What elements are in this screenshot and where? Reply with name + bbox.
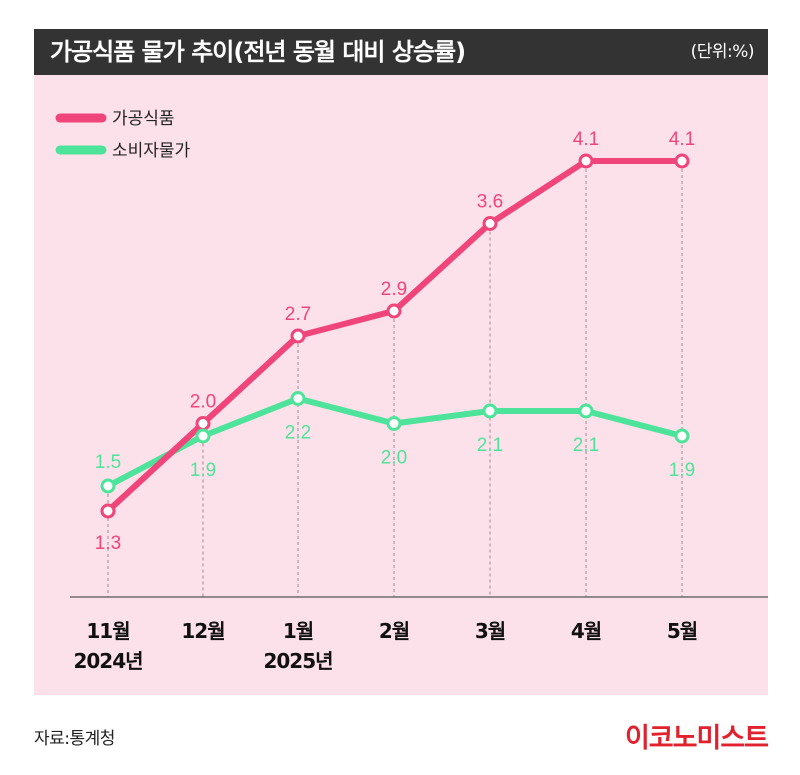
data-point	[578, 153, 594, 169]
data-point	[290, 328, 306, 344]
data-point	[100, 478, 116, 494]
data-label: 1.3	[95, 533, 121, 554]
x-tick-label: 1월	[283, 619, 313, 643]
data-point	[674, 428, 690, 444]
title-bar	[34, 29, 768, 75]
source-label: 자료:통계청	[34, 729, 115, 749]
data-point	[578, 403, 594, 419]
chart-panel	[34, 29, 768, 695]
data-label: 1.5	[95, 452, 121, 473]
data-label: 1.9	[190, 460, 216, 481]
x-tick-label: 4월	[571, 619, 601, 643]
data-label: 1.9	[669, 460, 695, 481]
data-point	[290, 391, 306, 406]
x-tick-label: 5월	[667, 619, 697, 643]
data-label: 2.1	[477, 435, 503, 456]
data-point	[386, 303, 402, 319]
x-tick-label: 3월	[475, 619, 505, 643]
data-point	[482, 216, 498, 231]
data-label: 2.0	[190, 392, 216, 413]
data-label: 2.9	[381, 279, 407, 300]
data-label: 3.6	[477, 192, 503, 213]
unit-label: (단위:%)	[690, 42, 755, 62]
x-tick-year-label: 2025년	[263, 649, 332, 673]
x-tick-label: 11월	[86, 619, 129, 643]
data-label: 2.1	[573, 435, 599, 456]
data-label: 2.2	[285, 423, 311, 444]
data-label: 2.0	[381, 448, 407, 469]
brand-logo: 이코노미스트	[624, 723, 769, 754]
x-tick-label: 12월	[181, 619, 224, 643]
data-label: 2.7	[285, 304, 311, 325]
x-tick-label: 2월	[379, 619, 409, 643]
data-label: 4.1	[669, 129, 695, 150]
data-point	[386, 416, 402, 431]
data-point	[482, 403, 498, 419]
x-tick-year-label: 2024년	[73, 649, 142, 673]
data-point	[195, 416, 211, 431]
legend-label: 가공식품	[112, 109, 175, 129]
data-point	[674, 153, 690, 169]
data-point	[195, 428, 211, 444]
data-label: 4.1	[573, 129, 599, 150]
legend-label: 소비자물가	[112, 141, 191, 161]
chart-title: 가공식품 물가 추이(전년 동월 대비 상승률)	[50, 38, 466, 66]
data-point	[100, 503, 116, 519]
